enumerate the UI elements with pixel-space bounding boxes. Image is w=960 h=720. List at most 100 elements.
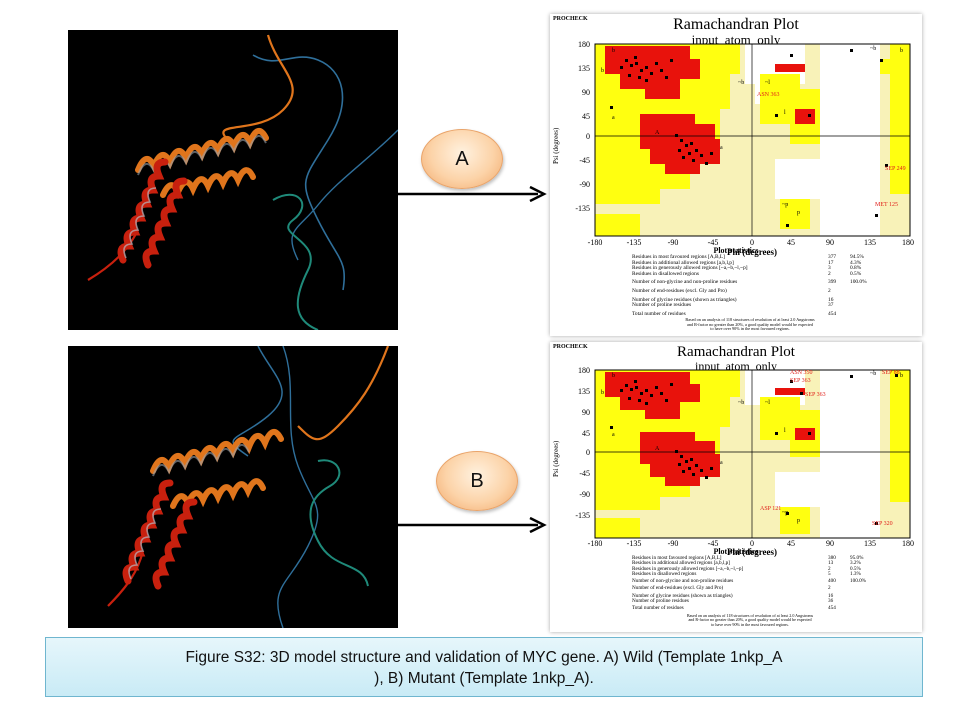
svg-text:~l: ~l xyxy=(765,400,770,406)
x-tick-label: 0 xyxy=(750,238,754,247)
panel-b-label-oval: B xyxy=(436,451,518,511)
x-tick-label: -135 xyxy=(627,539,642,548)
stat-pct: 0.5% xyxy=(850,565,861,572)
x-tick-label: 135 xyxy=(864,539,876,548)
y-tick-label: -135 xyxy=(575,511,590,520)
residue-label: SEP 320 xyxy=(872,521,893,527)
stat-count: 2 xyxy=(828,287,831,294)
y-tick-label: -45 xyxy=(579,156,590,165)
plot-subtitle: input_atom_only xyxy=(691,32,781,47)
procheck-header: PROCHECK xyxy=(553,344,588,350)
x-tick-label: 180 xyxy=(902,238,914,247)
stat-label: Number of non-glycine and non-proline re… xyxy=(632,578,734,585)
panel-a-label-oval: A xyxy=(421,129,503,189)
stat-label: Residues in generously allowed regions [… xyxy=(632,565,744,572)
x-tick-label: 45 xyxy=(787,539,795,548)
svg-text:l: l xyxy=(784,428,786,434)
stat-count: 2 xyxy=(828,585,831,592)
svg-text:b: b xyxy=(601,68,604,74)
footnote: Based on an analysis of 118 structures o… xyxy=(630,317,870,332)
plot-title: Ramachandran Plot xyxy=(673,16,799,33)
svg-text:p: p xyxy=(797,210,800,216)
procheck-header: PROCHECK xyxy=(553,16,588,22)
stat-count: 5 xyxy=(828,570,831,577)
y-tick-label: -90 xyxy=(579,180,590,189)
y-tick-label: 180 xyxy=(578,40,590,49)
x-tick-label: -90 xyxy=(668,238,679,247)
stats-table: Residues in most favoured regions [A,B,L… xyxy=(632,555,872,612)
caption-line-1: Figure S32: 3D model structure and valid… xyxy=(185,649,783,666)
footnote-line: to have over 90% in the most favoured re… xyxy=(711,621,789,627)
footnote-line: Based on an analysis of 118 structures o… xyxy=(686,613,814,618)
arrow-b xyxy=(398,517,547,533)
x-axis-label: Phi (degrees) xyxy=(727,547,777,557)
footnote-line: and R-factor no greater than 20%, a good… xyxy=(688,617,812,623)
stat-count: 400 xyxy=(828,578,836,585)
x-axis-label: Phi (degrees) xyxy=(727,247,777,257)
stat-count: 37 xyxy=(828,302,834,309)
residue-label: ASN 363 xyxy=(757,92,780,98)
svg-text:p: p xyxy=(797,518,800,524)
svg-text:b: b xyxy=(900,373,903,379)
protein-ribbon-b xyxy=(107,346,390,628)
stat-label: Number of non-glycine and non-proline re… xyxy=(632,279,738,286)
residue-label: SEP 363 xyxy=(790,378,811,384)
x-tick-label: 135 xyxy=(864,238,876,247)
footnote-line: Based on an analysis of 118 structures o… xyxy=(685,317,815,322)
residue-label: SEP 249 xyxy=(885,166,906,172)
x-tick-label: -135 xyxy=(627,238,642,247)
svg-text:~b: ~b xyxy=(738,400,744,406)
y-tick-label: 45 xyxy=(582,112,590,121)
svg-text:b: b xyxy=(900,48,903,54)
plot-title: Ramachandran Plot xyxy=(677,344,795,360)
stat-label: Total number of residues xyxy=(632,605,684,612)
arrow-a xyxy=(398,186,547,202)
residue-label: MET 125 xyxy=(875,202,898,208)
x-tick-label: 0 xyxy=(750,539,754,548)
x-tick-label: 180 xyxy=(902,539,914,548)
svg-text:a: a xyxy=(612,115,615,121)
stat-label: Number of glycine residues (shown as tri… xyxy=(632,296,737,303)
stat-label: Residues in disallowed regions xyxy=(632,270,699,277)
footnote: Based on an analysis of 118 structures o… xyxy=(630,613,870,627)
stat-pct: 94.5% xyxy=(850,254,864,260)
stat-pct: 0.8% xyxy=(850,265,862,272)
ramachandran-plot-b: PROCHECK Ramachandran Plot input_atom_on… xyxy=(550,342,922,632)
stat-label: Residues in generously allowed regions [… xyxy=(632,265,748,272)
svg-text:a: a xyxy=(612,432,615,438)
x-tick-label: -45 xyxy=(708,539,719,548)
stat-count: 2 xyxy=(828,565,831,572)
y-tick-label: 90 xyxy=(582,408,590,417)
stat-label: Residues in most favoured regions [A,B,L… xyxy=(632,254,725,260)
stat-label: Residues in additional allowed regions [… xyxy=(632,259,734,266)
stat-count: 3 xyxy=(828,265,831,272)
caption-line-2: ), B) Mutant (Template 1nkp_A). xyxy=(374,670,594,687)
stat-label: Number of proline residues xyxy=(632,302,692,309)
stat-count: 16 xyxy=(828,296,834,303)
svg-text:~p: ~p xyxy=(782,510,788,516)
stat-label: Residues in additional allowed regions [… xyxy=(632,560,730,567)
ramachandran-plot-a: PROCHECK Ramachandran Plot input_atom_on… xyxy=(550,14,922,336)
svg-text:~p: ~p xyxy=(782,202,788,208)
stat-count: 377 xyxy=(828,254,837,260)
svg-text:a: a xyxy=(720,460,723,466)
y-tick-label: 0 xyxy=(586,448,590,457)
stat-count: 2 xyxy=(828,270,831,277)
svg-text:b: b xyxy=(612,373,615,379)
residue-label: SEP 88 xyxy=(882,370,900,376)
stat-pct: 4.3% xyxy=(850,259,862,266)
stat-pct: 100.0% xyxy=(850,578,866,585)
y-tick-label: 135 xyxy=(578,387,590,396)
stat-label: Number of end-residues (excl. Gly and Pr… xyxy=(632,287,727,294)
footnote-line: and R-factor no greater than 20%, a good… xyxy=(687,321,813,327)
y-tick-label: 45 xyxy=(582,429,590,438)
stat-pct: 100.0% xyxy=(850,279,867,286)
stat-label: Residues in most favoured regions [A,B,L… xyxy=(632,555,722,561)
x-tick-label: 90 xyxy=(826,539,834,548)
svg-text:A: A xyxy=(655,130,660,136)
stats-title: Plot statistics xyxy=(713,246,759,255)
stat-label: Total number of residues xyxy=(632,310,686,317)
x-tick-label: -180 xyxy=(588,539,603,548)
x-tick-label: 90 xyxy=(826,238,834,247)
svg-text:l: l xyxy=(784,110,786,116)
